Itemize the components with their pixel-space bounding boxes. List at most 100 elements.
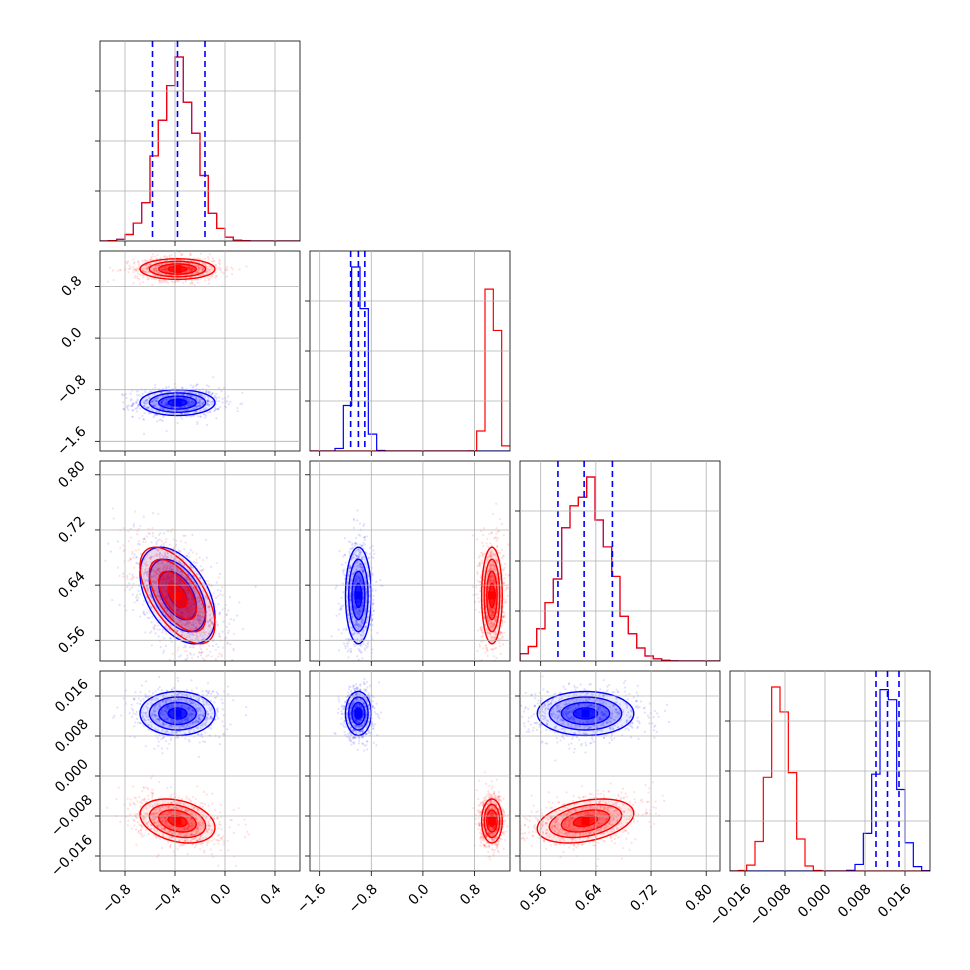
contour-line (348, 558, 369, 633)
panel-frame (519, 670, 721, 872)
density-peak (354, 709, 363, 718)
scatter-panel-3-1 (305, 670, 511, 876)
contour-line (158, 701, 197, 726)
contour-line (139, 690, 216, 737)
x-tick-label: −0.008 (747, 881, 795, 929)
y-tick-label: −0.8 (54, 372, 89, 407)
contour-line (139, 546, 216, 645)
grid-lines (100, 461, 300, 661)
contour-line (148, 558, 207, 633)
contour-line (167, 814, 188, 828)
scatter-panel-2-0 (95, 460, 301, 666)
contour-line (572, 707, 599, 720)
contour-line (344, 690, 372, 737)
contour-line (351, 701, 366, 726)
contour-line (344, 546, 372, 645)
contour-line (486, 809, 498, 833)
y-tick-label: 0.000 (52, 756, 92, 796)
contour-line (548, 803, 623, 839)
y-tick-label: −1.6 (54, 424, 89, 459)
contour-line (560, 701, 611, 726)
density-peak (173, 398, 182, 407)
x-tick-label: 0.8 (457, 881, 484, 908)
y-tick-label: 0.72 (55, 513, 88, 546)
y-tick-label: 0.0 (58, 325, 85, 352)
y-tick-label: 0.8 (58, 273, 85, 300)
contour-line (139, 389, 216, 417)
grid-lines (100, 251, 300, 451)
x-tick-label: 0.80 (683, 881, 716, 914)
contour-line (480, 546, 503, 645)
x-tick-label: −1.6 (294, 881, 329, 916)
x-tick-label: 0.000 (795, 881, 835, 921)
contour-line (148, 392, 207, 413)
histogram-series-1 (730, 686, 930, 871)
histogram-series-0 (310, 266, 510, 451)
x-tick-label: 0.0 (208, 881, 235, 908)
panel-frame (309, 460, 511, 662)
x-tick-label: 0.64 (572, 881, 605, 914)
x-tick-label: −0.8 (346, 881, 381, 916)
contour-line (483, 558, 501, 633)
contour-line (167, 398, 188, 407)
contour-line (351, 570, 366, 621)
density-peak (487, 817, 496, 825)
x-tick-label: −0.016 (707, 881, 755, 929)
contour-line (139, 798, 216, 844)
density-peak (173, 591, 182, 600)
histogram-series-1 (520, 476, 720, 661)
panel-frame (99, 670, 301, 872)
contour-line (483, 803, 501, 839)
grid-lines (520, 671, 720, 871)
density-peak (173, 265, 182, 274)
y-tick-label: −0.016 (48, 832, 96, 880)
contour-line (560, 809, 611, 833)
panel-frame (99, 250, 301, 452)
panel-frame (309, 670, 511, 872)
histogram-series-1 (100, 56, 300, 241)
contour-line (480, 798, 503, 844)
contour-line (536, 690, 635, 737)
scatter-panel-3-2 (515, 670, 721, 876)
contour-line (158, 395, 197, 410)
histogram-panel-0 (95, 40, 301, 246)
grid-lines (310, 671, 510, 871)
y-tick-label: 0.80 (55, 458, 88, 491)
density-peak (487, 591, 496, 600)
y-tick-label: 0.56 (55, 624, 88, 657)
histogram-series-0 (730, 689, 930, 871)
density-peak (173, 709, 182, 718)
contour-line (139, 258, 216, 281)
x-tick-label: 0.72 (627, 881, 660, 914)
grid-lines (520, 461, 720, 661)
density-peak (581, 709, 590, 718)
density-peak (354, 591, 363, 600)
histogram-panel-3 (725, 670, 931, 876)
histogram-series-1 (310, 288, 510, 451)
contour-line (148, 696, 207, 731)
contour-line (167, 707, 188, 720)
x-tick-label: −0.8 (99, 881, 134, 916)
contour-line (167, 265, 188, 273)
scatter-panel-1-0 (95, 250, 301, 456)
grid-lines (730, 671, 930, 871)
contour-line (572, 814, 599, 828)
y-tick-label: 0.016 (52, 676, 92, 716)
histogram-panel-1 (305, 250, 511, 456)
contour-line (536, 798, 635, 844)
x-tick-label: 0.4 (258, 881, 285, 908)
grid-lines (310, 461, 510, 661)
grid-lines (310, 251, 510, 451)
contour-line (486, 570, 498, 621)
histogram-panel-2 (515, 460, 721, 666)
grid-lines (100, 41, 300, 241)
density-peak (173, 817, 182, 825)
x-tick-label: 0.0 (406, 881, 433, 908)
y-tick-label: 0.64 (55, 568, 88, 601)
contour-line (158, 263, 197, 275)
x-tick-label: 0.56 (517, 881, 550, 914)
contour-line (158, 570, 197, 621)
contour-line (167, 582, 188, 609)
contour-line (148, 260, 207, 278)
